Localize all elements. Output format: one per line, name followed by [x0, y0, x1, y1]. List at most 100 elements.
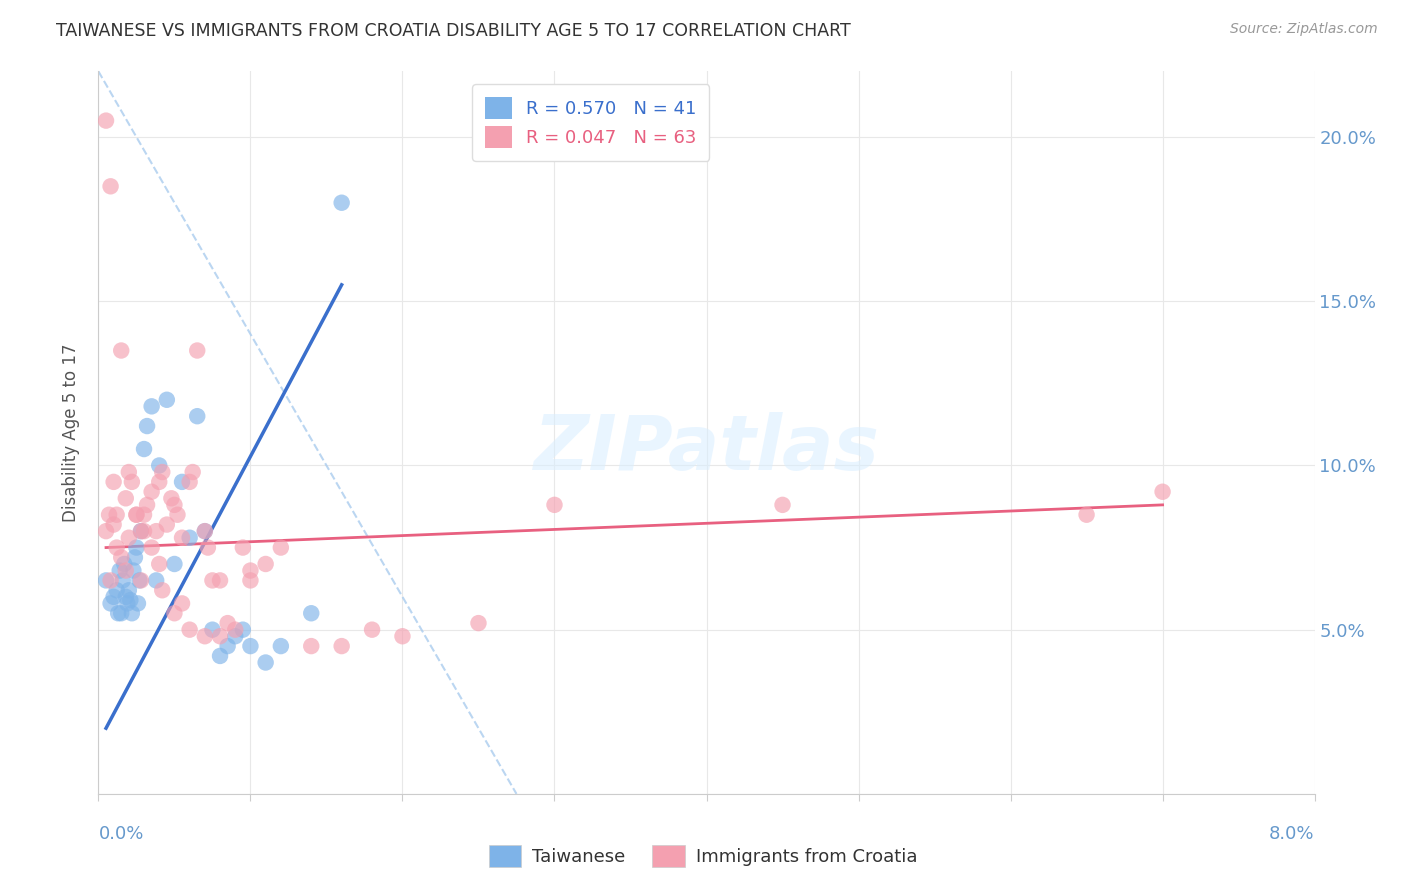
Point: [132, 524, 155, 538]
Point: [100, 179, 122, 194]
Point: [148, 557, 170, 571]
Point: [330, 195, 353, 210]
Point: [122, 564, 145, 578]
Text: ZIPatlas: ZIPatlas: [533, 412, 880, 486]
Point: [105, 583, 128, 598]
Point: [120, 593, 142, 607]
Point: [1152, 484, 1174, 499]
Point: [194, 629, 217, 643]
Point: [224, 623, 246, 637]
Point: [160, 491, 183, 506]
Point: [361, 623, 384, 637]
Point: [170, 475, 193, 489]
Point: [114, 590, 136, 604]
Point: [103, 475, 125, 489]
Point: [125, 508, 148, 522]
Point: [103, 517, 125, 532]
Point: [201, 623, 224, 637]
Point: [224, 629, 246, 643]
Text: Source: ZipAtlas.com: Source: ZipAtlas.com: [1230, 22, 1378, 37]
Point: [110, 550, 132, 565]
Y-axis label: Disability Age 5 to 17: Disability Age 5 to 17: [62, 343, 80, 522]
Point: [118, 531, 141, 545]
Point: [148, 458, 170, 473]
Point: [232, 541, 254, 555]
Point: [121, 607, 143, 621]
Text: TAIWANESE VS IMMIGRANTS FROM CROATIA DISABILITY AGE 5 TO 17 CORRELATION CHART: TAIWANESE VS IMMIGRANTS FROM CROATIA DIS…: [56, 22, 851, 40]
Point: [170, 596, 193, 610]
Point: [217, 639, 239, 653]
Point: [145, 524, 167, 538]
Point: [98, 508, 121, 522]
Point: [181, 465, 204, 479]
Point: [128, 574, 150, 588]
Point: [239, 639, 262, 653]
Point: [141, 541, 163, 555]
Point: [156, 517, 179, 532]
Point: [148, 475, 170, 489]
Point: [103, 590, 125, 604]
Point: [94, 574, 117, 588]
Point: [136, 498, 159, 512]
Point: [107, 607, 129, 621]
Legend: Taiwanese, Immigrants from Croatia: Taiwanese, Immigrants from Croatia: [481, 838, 925, 874]
Point: [117, 596, 139, 610]
Point: [108, 564, 131, 578]
Point: [129, 574, 152, 588]
Point: [112, 557, 135, 571]
Text: 8.0%: 8.0%: [1270, 825, 1315, 843]
Point: [136, 419, 159, 434]
Point: [132, 442, 155, 456]
Point: [118, 583, 141, 598]
Point: [186, 409, 208, 424]
Point: [141, 400, 163, 414]
Point: [209, 629, 232, 643]
Text: 0.0%: 0.0%: [98, 825, 143, 843]
Point: [141, 484, 163, 499]
Point: [209, 574, 232, 588]
Point: [110, 343, 132, 358]
Point: [299, 607, 322, 621]
Point: [110, 607, 132, 621]
Point: [145, 574, 167, 588]
Point: [129, 524, 152, 538]
Point: [201, 574, 224, 588]
Point: [127, 596, 149, 610]
Point: [254, 557, 277, 571]
Point: [94, 113, 117, 128]
Point: [543, 498, 565, 512]
Point: [330, 639, 353, 653]
Point: [114, 491, 136, 506]
Point: [232, 623, 254, 637]
Point: [100, 574, 122, 588]
Point: [114, 564, 136, 578]
Point: [194, 524, 217, 538]
Point: [239, 564, 262, 578]
Point: [94, 524, 117, 538]
Point: [163, 607, 186, 621]
Point: [179, 475, 201, 489]
Point: [194, 524, 217, 538]
Point: [467, 616, 489, 631]
Point: [166, 508, 188, 522]
Point: [179, 623, 201, 637]
Point: [124, 550, 146, 565]
Point: [772, 498, 794, 512]
Point: [156, 392, 179, 407]
Point: [163, 498, 186, 512]
Point: [1076, 508, 1098, 522]
Point: [239, 574, 262, 588]
Legend: R = 0.570   N = 41, R = 0.047   N = 63: R = 0.570 N = 41, R = 0.047 N = 63: [472, 84, 710, 161]
Point: [121, 475, 143, 489]
Point: [150, 583, 173, 598]
Point: [217, 616, 239, 631]
Point: [132, 508, 155, 522]
Point: [150, 465, 173, 479]
Point: [179, 531, 201, 545]
Point: [100, 596, 122, 610]
Point: [270, 541, 292, 555]
Point: [391, 629, 413, 643]
Point: [186, 343, 208, 358]
Point: [270, 639, 292, 653]
Point: [299, 639, 322, 653]
